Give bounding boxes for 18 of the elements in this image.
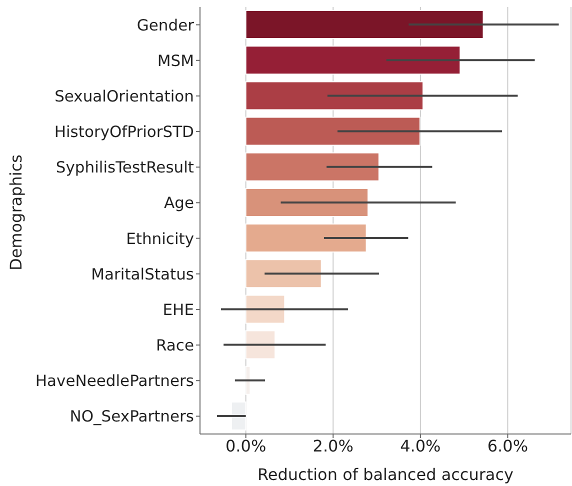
y-tick-label: EHE (162, 300, 194, 319)
x-axis-title: Reduction of balanced accuracy (258, 465, 514, 484)
y-tick-label: Age (164, 194, 194, 212)
y-tick-label: SexualOrientation (54, 87, 194, 106)
y-tick-label: Gender (136, 16, 195, 34)
y-tick-label: NO_SexPartners (70, 408, 194, 426)
y-tick-label: MaritalStatus (91, 265, 194, 284)
y-tick-label: Race (156, 336, 194, 355)
x-tick-label: 0.0% (226, 436, 266, 456)
x-tick-label: 4.0% (400, 436, 441, 456)
y-tick-label: Ethnicity (126, 230, 194, 248)
y-tick-label: MSM (157, 52, 194, 70)
y-tick-label: HistoryOfPriorSTD (54, 123, 194, 142)
y-tick-label: SyphilisTestResult (56, 158, 194, 177)
y-tick-label: HaveNeedlePartners (35, 372, 194, 390)
x-tick-label: 6.0% (487, 436, 528, 456)
y-axis-title: Demographics (6, 154, 26, 270)
x-tick-label: 2.0% (312, 436, 354, 456)
